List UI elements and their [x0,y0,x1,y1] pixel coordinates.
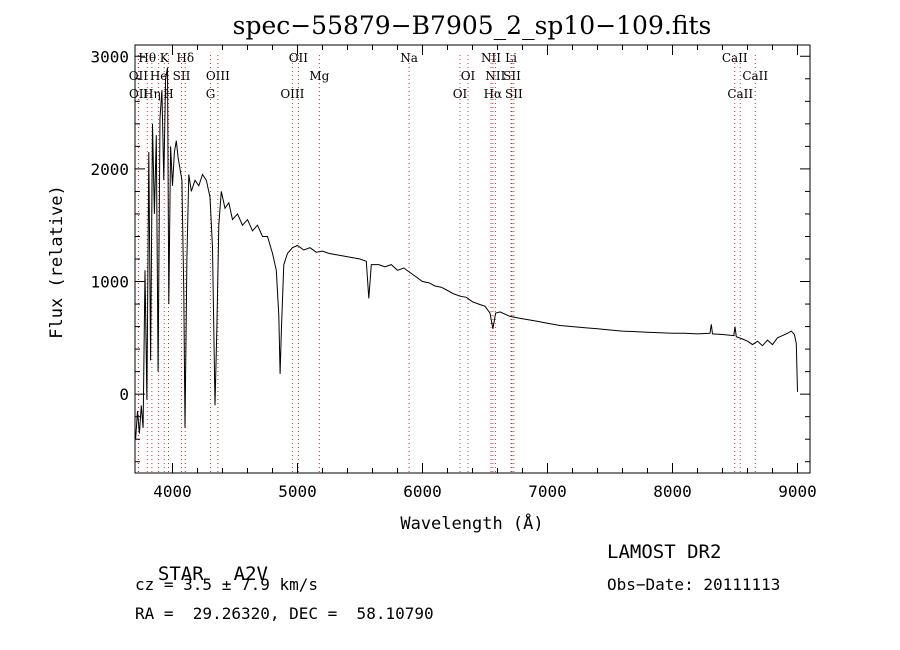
line-marker-label: Li [505,51,517,65]
line-marker-label: Hη [143,87,161,101]
y-tick-labels: 0 1000 2000 3000 [90,47,129,404]
line-marker-label: Hα [484,87,503,101]
y-tick-label: 1000 [90,273,129,292]
line-marker-label: NII [485,69,505,83]
line-marker-label: SII [505,87,523,101]
emission-line-markers [137,55,756,473]
y-axis-label: Flux (relative) [47,185,67,339]
y-tick-label: 3000 [90,47,129,66]
line-marker-label: OI [461,69,476,83]
x-tick-label: 8000 [653,482,692,501]
line-marker-label: OIII [280,87,304,101]
x-tick-label: 9000 [778,482,817,501]
coordinates-text: RA = 29.26320, DEC = 58.10790 [135,604,434,623]
line-marker-label: K [160,51,170,65]
line-marker-label: NII [481,51,501,65]
line-marker-label: CaII [722,51,748,65]
line-marker-label: OIII [206,69,230,83]
obs-date-text: Obs−Date: 20111113 [607,575,781,594]
line-marker-label: SII [503,69,521,83]
line-marker-label: Mg [309,69,329,83]
x-tick-labels: 4000 5000 6000 7000 8000 9000 [153,482,817,501]
line-marker-label: He [150,69,168,83]
y-tick-label: 2000 [90,160,129,179]
line-marker-label: Na [400,51,418,65]
line-marker-label: SII [173,69,191,83]
x-axis-label: Wavelength (Å) [400,512,543,534]
x-tick-label: 4000 [153,482,192,501]
line-marker-label: H [163,87,173,101]
line-marker-label: OII [289,51,309,65]
redshift-text: cz = 3.5 ± 7.9 km/s [135,575,319,594]
line-marker-label: CaII [727,87,753,101]
survey-label: LAMOST DR2 [607,541,722,563]
class-label: STAR [157,563,204,585]
plot-frame [134,44,811,474]
line-marker-label: OII [129,87,149,101]
chart-title: spec−55879−B7905_2_sp10−109.fits [233,11,712,40]
line-marker-label: CaII [742,69,768,83]
x-tick-label: 6000 [403,482,442,501]
line-marker-label: OII [129,69,149,83]
x-tick-label: 5000 [278,482,317,501]
x-tick-label: 7000 [528,482,567,501]
line-marker-label: Hθ [138,51,156,65]
axis-ticks [135,45,810,473]
line-marker-label: Hδ [176,51,194,65]
y-tick-label: 0 [119,385,129,404]
object-class: STAR A2V [135,541,268,585]
spectrum-line [135,67,798,440]
subclass-label: A2V [233,563,268,585]
line-marker-label: G [206,87,216,101]
line-marker-label: OI [453,87,468,101]
